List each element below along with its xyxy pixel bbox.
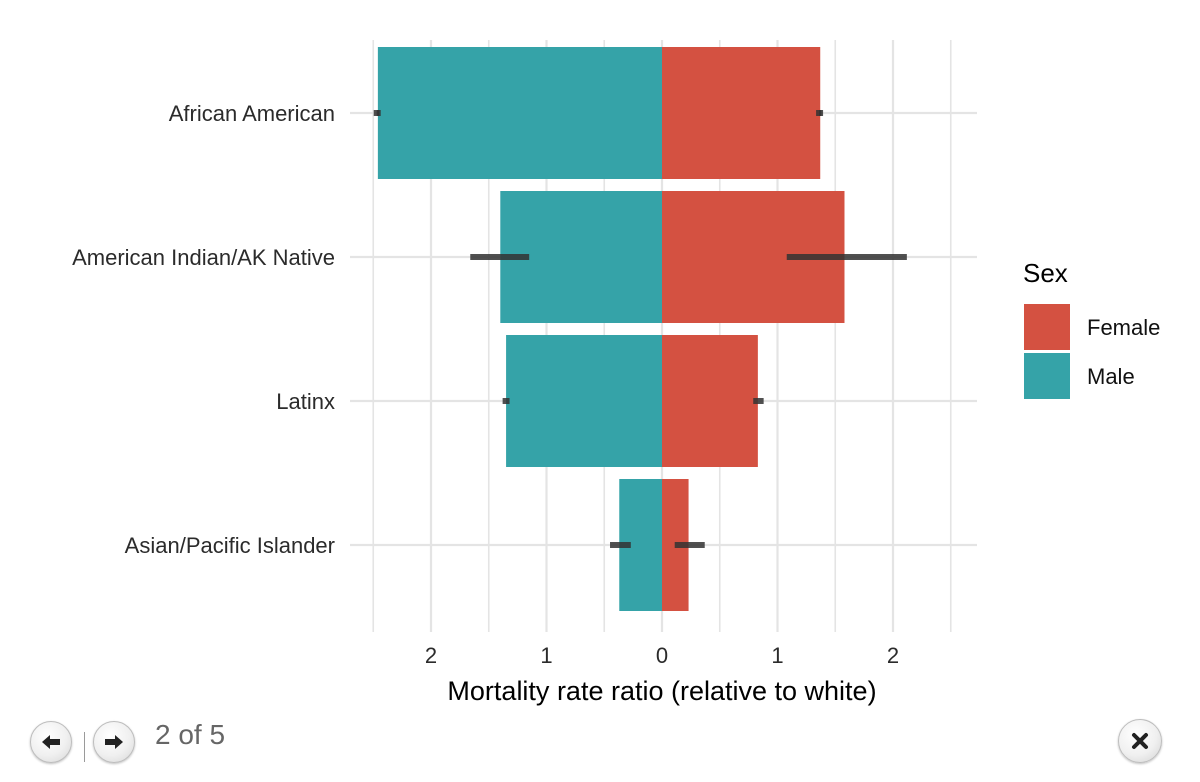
x-axis-title: Mortality rate ratio (relative to white) [447,676,876,706]
nav-separator [84,732,85,762]
bar-male [506,335,662,467]
category-labels: African American American Indian/AK Nativ… [72,101,335,558]
chart: African American American Indian/AK Nativ… [72,40,1160,706]
category-label: African American [169,101,335,126]
prev-button[interactable] [30,721,72,763]
category-label: Asian/Pacific Islander [125,533,335,558]
x-tick-label: 1 [771,643,783,668]
legend-swatch-male [1024,353,1070,399]
bar-female [662,47,821,179]
x-tick-label: 1 [540,643,552,668]
close-button[interactable] [1118,719,1162,763]
bars-layer [377,47,845,611]
x-tick-label: 2 [887,643,899,668]
slide-navigation: 2 of 5 [30,712,225,772]
bar-female [662,335,758,467]
error-bar-male-cap [373,110,381,116]
error-bars-layer [373,110,907,548]
error-bar-female-cap [816,110,824,116]
legend-label-female: Female [1087,315,1160,340]
category-label: Latinx [276,389,335,414]
arrow-left-icon [42,735,60,749]
next-button[interactable] [93,721,135,763]
category-label: American Indian/AK Native [72,245,335,270]
bar-male [377,47,662,179]
close-icon [1132,733,1148,749]
x-tick-labels: 2 1 0 1 2 [425,643,899,668]
legend: Sex Female Male [1023,258,1160,399]
legend-title: Sex [1023,258,1068,288]
arrow-right-icon [105,735,123,749]
legend-swatch-female [1024,304,1070,350]
x-tick-label: 2 [425,643,437,668]
legend-label-male: Male [1087,364,1135,389]
slide-counter: 2 of 5 [155,719,226,750]
x-tick-label: 0 [656,643,668,668]
